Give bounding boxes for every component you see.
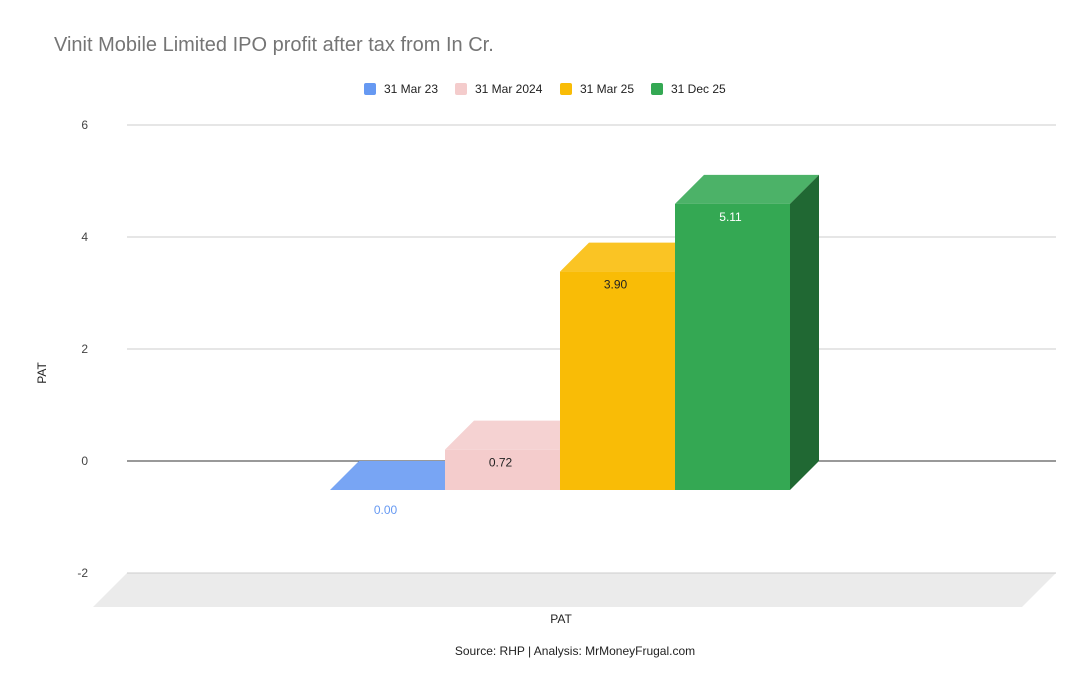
legend-swatch bbox=[651, 83, 663, 95]
data-labels: 0.00 0.72 3.90 5.11 bbox=[374, 210, 742, 517]
data-label: 5.11 bbox=[719, 210, 742, 224]
bar-side-face bbox=[790, 174, 819, 490]
y-tick-label: 2 bbox=[81, 342, 88, 356]
bar-top-face bbox=[675, 174, 819, 204]
bar bbox=[445, 449, 560, 490]
bar bbox=[675, 203, 790, 490]
chart-floor-plane bbox=[93, 573, 1056, 607]
x-axis-label: PAT bbox=[550, 612, 572, 626]
legend-label: 31 Mar 23 bbox=[384, 82, 438, 96]
bars bbox=[330, 174, 819, 490]
data-label: 3.90 bbox=[604, 278, 628, 292]
legend-swatch bbox=[364, 83, 376, 95]
y-tick-label: -2 bbox=[77, 566, 88, 580]
y-tick-label: 4 bbox=[81, 230, 88, 244]
bar-top-face bbox=[445, 420, 589, 450]
legend: 31 Mar 23 31 Mar 2024 31 Mar 25 31 Dec 25 bbox=[364, 82, 726, 96]
source-note: Source: RHP | Analysis: MrMoneyFrugal.co… bbox=[454, 644, 696, 658]
bar-top-face bbox=[560, 242, 704, 272]
data-label: 0.00 bbox=[374, 503, 398, 517]
bar-top-face bbox=[330, 461, 474, 490]
legend-swatch bbox=[455, 83, 467, 95]
legend-label: 31 Dec 25 bbox=[671, 82, 726, 96]
y-tick-label: 0 bbox=[81, 454, 88, 468]
y-axis-label: PAT bbox=[35, 362, 49, 384]
y-tick-label: 6 bbox=[81, 118, 88, 132]
legend-label: 31 Mar 2024 bbox=[475, 82, 543, 96]
legend-swatch bbox=[560, 83, 572, 95]
legend-label: 31 Mar 25 bbox=[580, 82, 634, 96]
chart-floor bbox=[93, 573, 1056, 607]
chart-title: Vinit Mobile Limited IPO profit after ta… bbox=[54, 34, 494, 56]
y-axis-ticks: 6 4 2 0 -2 bbox=[77, 118, 88, 580]
bar bbox=[560, 271, 675, 490]
data-label: 0.72 bbox=[489, 456, 513, 470]
